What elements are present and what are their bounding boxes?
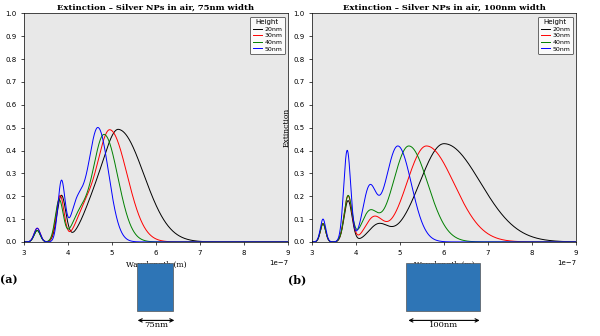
- 20nm: [64, 216, 71, 220]
- 50nm: [133, 240, 140, 244]
- Legend: 20nm, 30nm, 40nm, 50nm: 20nm, 30nm, 40nm, 50nm: [250, 16, 285, 54]
- 20nm: [115, 127, 122, 131]
- 50nm: [94, 125, 101, 129]
- 50nm: [284, 240, 291, 244]
- 30nm: [572, 240, 579, 244]
- 30nm: [421, 144, 428, 149]
- 40nm: [421, 171, 428, 175]
- 20nm: [133, 152, 140, 156]
- 50nm: [394, 144, 401, 148]
- 30nm: [16, 240, 23, 244]
- 30nm: [423, 144, 430, 148]
- 40nm: [121, 204, 128, 208]
- 20nm: [284, 240, 291, 244]
- Line: 50nm: 50nm: [308, 146, 580, 242]
- Line: 40nm: 40nm: [308, 146, 580, 242]
- 50nm: [16, 240, 23, 244]
- Bar: [137, 263, 173, 311]
- 30nm: [106, 128, 113, 132]
- 20nm: [440, 142, 448, 146]
- 50nm: [421, 225, 428, 229]
- 50nm: [121, 235, 128, 239]
- 30nm: [284, 240, 291, 244]
- 40nm: [133, 233, 140, 237]
- 50nm: [572, 240, 579, 244]
- 50nm: [289, 240, 296, 244]
- 20nm: [577, 240, 584, 244]
- 20nm: [304, 240, 311, 244]
- 40nm: [352, 224, 359, 228]
- 50nm: [64, 211, 71, 215]
- 40nm: [289, 240, 296, 244]
- 40nm: [100, 132, 107, 136]
- 30nm: [542, 240, 550, 244]
- 50nm: [335, 235, 343, 239]
- 30nm: [335, 237, 343, 241]
- 50nm: [47, 239, 55, 243]
- 40nm: [16, 240, 23, 244]
- 30nm: [133, 205, 140, 209]
- 30nm: [289, 240, 296, 244]
- Line: 30nm: 30nm: [308, 146, 580, 242]
- 20nm: [352, 229, 359, 234]
- Text: (b): (b): [288, 274, 307, 285]
- 20nm: [572, 240, 579, 244]
- 20nm: [335, 238, 343, 242]
- 40nm: [47, 236, 55, 240]
- 40nm: [284, 240, 291, 244]
- Y-axis label: Extinction: Extinction: [0, 108, 2, 147]
- Line: 20nm: 20nm: [20, 129, 292, 242]
- 20nm: [409, 199, 416, 203]
- 40nm: [572, 240, 579, 244]
- 30nm: [409, 166, 416, 170]
- Line: 50nm: 50nm: [20, 127, 292, 242]
- 40nm: [64, 226, 71, 230]
- Title: Extinction – Silver NPs in air, 100nm width: Extinction – Silver NPs in air, 100nm wi…: [343, 3, 545, 11]
- 20nm: [121, 131, 128, 135]
- Text: (a): (a): [0, 274, 18, 285]
- Text: 100nm: 100nm: [430, 321, 458, 329]
- Line: 30nm: 30nm: [20, 130, 292, 242]
- Bar: [406, 263, 480, 311]
- 20nm: [254, 240, 262, 244]
- Text: 75nm: 75nm: [144, 321, 168, 329]
- 20nm: [421, 170, 428, 174]
- 30nm: [121, 162, 128, 166]
- Legend: 20nm, 30nm, 40nm, 50nm: 20nm, 30nm, 40nm, 50nm: [538, 16, 573, 54]
- 50nm: [409, 186, 416, 190]
- 50nm: [304, 240, 311, 244]
- 20nm: [47, 238, 55, 242]
- 50nm: [254, 240, 262, 244]
- 20nm: [289, 240, 296, 244]
- X-axis label: Wavelength (m): Wavelength (m): [125, 261, 187, 269]
- 50nm: [577, 240, 584, 244]
- Y-axis label: Extinction: Extinction: [283, 108, 290, 147]
- 50nm: [542, 240, 550, 244]
- Line: 40nm: 40nm: [20, 134, 292, 242]
- 30nm: [254, 240, 262, 244]
- 40nm: [409, 145, 416, 150]
- 40nm: [542, 240, 550, 244]
- 40nm: [254, 240, 262, 244]
- 30nm: [304, 240, 311, 244]
- 40nm: [335, 237, 343, 241]
- 30nm: [352, 227, 359, 231]
- 50nm: [352, 226, 359, 230]
- X-axis label: Wavelength (m): Wavelength (m): [413, 261, 475, 269]
- 40nm: [577, 240, 584, 244]
- 30nm: [64, 225, 71, 229]
- 20nm: [16, 240, 23, 244]
- 30nm: [577, 240, 584, 244]
- 40nm: [304, 240, 311, 244]
- 20nm: [542, 238, 550, 242]
- 40nm: [405, 144, 412, 148]
- Line: 20nm: 20nm: [308, 144, 580, 242]
- 30nm: [47, 237, 55, 241]
- Title: Extinction – Silver NPs in air, 75nm width: Extinction – Silver NPs in air, 75nm wid…: [58, 3, 254, 11]
